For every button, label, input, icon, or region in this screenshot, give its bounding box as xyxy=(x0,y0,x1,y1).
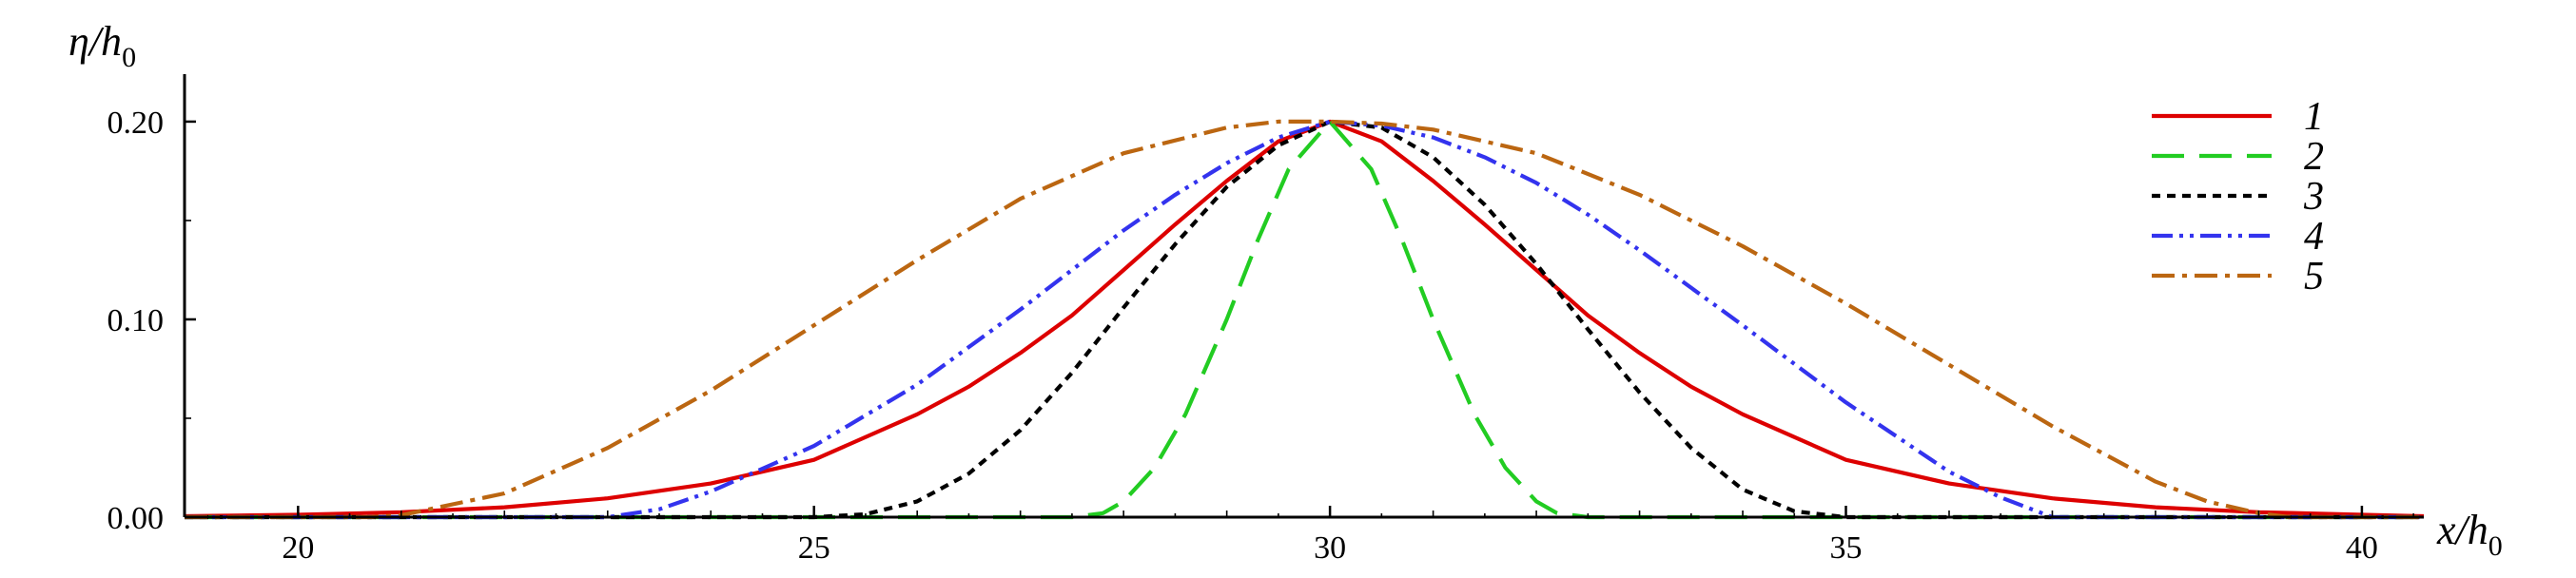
legend-label-4: 4 xyxy=(2304,215,2324,259)
x-tick-label: 30 xyxy=(1314,530,1346,566)
x-axis-label-sub: 0 xyxy=(2488,530,2503,562)
legend-label-2: 2 xyxy=(2304,135,2324,179)
y-tick-label: 0.10 xyxy=(107,303,165,338)
series-3-line xyxy=(185,119,2424,520)
x-tick-label: 25 xyxy=(798,530,830,566)
y-tick-label: 0.00 xyxy=(107,501,165,536)
legend-label-5: 5 xyxy=(2304,255,2324,299)
series-5-line xyxy=(185,119,2424,520)
x-tick-label: 20 xyxy=(282,530,314,566)
series-1-line xyxy=(184,119,2425,519)
legend-label-1: 1 xyxy=(2304,95,2324,139)
curves-layer xyxy=(184,119,2425,520)
x-axis-label-main: x/h xyxy=(2436,507,2488,553)
y-axis-label: η/h0 xyxy=(68,18,136,73)
axes-layer xyxy=(183,74,2424,519)
x-tick-label: 35 xyxy=(1830,530,1863,566)
y-tick-label: 0.20 xyxy=(107,106,165,141)
legend-label-3: 3 xyxy=(2303,175,2324,219)
series-4-line xyxy=(185,119,2424,520)
y-axis-label-sub: 0 xyxy=(122,42,136,73)
series-2-line xyxy=(185,119,2424,520)
x-axis-label: x/h0 xyxy=(2436,507,2503,562)
x-tick-label: 40 xyxy=(2346,530,2378,566)
ticks-layer: 20 25 30 35 400.000.100.20 xyxy=(107,106,2414,566)
y-axis-label-main: η/h xyxy=(68,18,122,65)
